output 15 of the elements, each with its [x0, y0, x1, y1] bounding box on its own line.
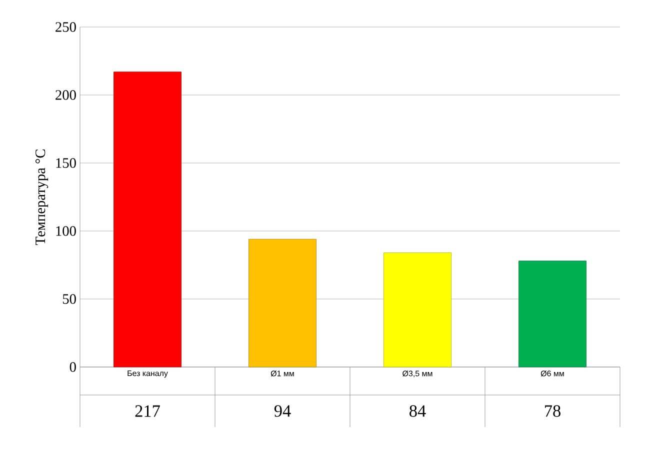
y-axis-title: Температура °C	[35, 150, 48, 246]
bar	[114, 72, 182, 368]
data-label: 78	[545, 405, 560, 417]
data-label: 94	[274, 405, 291, 417]
y-tick-label: 150	[56, 158, 76, 168]
data-label: 217	[135, 405, 160, 417]
bar	[518, 260, 586, 368]
y-tick-label: 0	[70, 362, 76, 372]
y-tick-label: 100	[56, 226, 76, 236]
y-tick-label: 200	[56, 90, 76, 100]
y-tick-label: 250	[56, 22, 76, 32]
y-tick-label: 50	[62, 294, 76, 304]
bar	[248, 238, 316, 368]
bar	[384, 252, 452, 368]
data-label: 84	[410, 405, 426, 417]
